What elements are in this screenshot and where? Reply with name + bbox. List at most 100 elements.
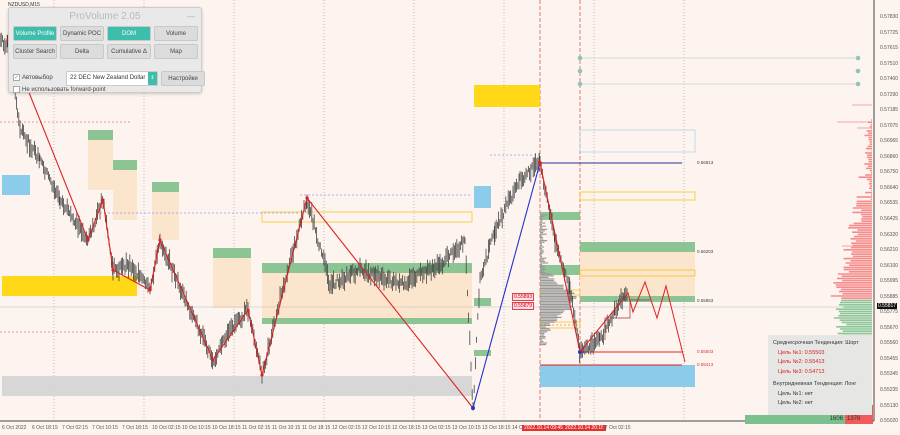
level-zone-top: 0.56203 [697,249,714,254]
zone [580,296,695,302]
symbol-label: NZDUSD,M15 [8,2,40,8]
time-tick: 12 Oct 10:15 [362,425,391,431]
time-tick: 13 Oct 18:15 [482,425,511,431]
intraday-target-1: Цель №1: нет [778,390,813,397]
zigzag-point [158,238,162,242]
price-tick: 0.55995 [880,278,899,285]
time-tick: 6 Oct 2022 [2,425,27,431]
price-tick: 0.55885 [880,293,899,300]
price-tick: 0.57725 [880,29,899,36]
dynamic-poc-button[interactable]: Dynamic POC [60,26,104,41]
zone-outline [579,269,696,277]
price-tick: 0.56425 [880,216,899,223]
forward-point-label: Не использовать forward-point [22,86,106,93]
zone [152,192,179,240]
zone [474,350,491,356]
time-tick: 10 Oct 02:15 [152,425,181,431]
price-tick: 0.57400 [880,76,899,83]
zone [474,298,491,306]
price-candles [0,32,628,411]
cluster-search-button[interactable]: Cluster Search [13,44,57,59]
delta-button[interactable]: Delta [60,44,104,59]
map-button[interactable]: Map [154,44,198,59]
time-tick: 14 Oct [512,425,527,431]
time-tick: 7 Oct 18:15 [122,425,148,431]
marker-dot [855,68,861,74]
impulse-line-down [539,162,581,353]
trend-info-box: Среднесрочная Тенденция: Шорт Цель №1: 0… [768,335,872,415]
level-high: 0.56813 [697,160,714,165]
zone [540,212,580,220]
level-target1: 0.55503 [697,349,714,354]
time-tick: 11 Oct 18:15 [302,425,331,431]
mid-target-2: Цель №2: 0.55413 [778,359,825,365]
checkbox-empty-icon [13,86,20,93]
zone [262,263,472,273]
price-tick: 0.57615 [880,45,899,52]
dom-button[interactable]: DOM [107,26,151,41]
time-tick: 10 Oct 18:15 [212,425,241,431]
time-tick: 10 Oct 10:15 [182,425,211,431]
price-tick: 0.55345 [880,371,899,378]
price-tick: 0.56210 [880,247,899,254]
zone [88,140,113,190]
price-tick: 0.55670 [880,324,899,331]
settings-button[interactable]: Настройки [161,71,205,86]
zigzag-point [471,406,475,410]
cumulative-delta-button[interactable]: Cumulative Δ [107,44,151,59]
zigzag-point [538,161,542,165]
panel-title: ProVolume 2.05 [69,11,141,22]
instrument-select[interactable]: 22 DEC New Zealand Dollar ⇕ [66,71,158,86]
price-tick: 0.57510 [880,60,899,67]
price-tick: 0.56750 [880,169,899,176]
chevron-updown-icon[interactable]: ⇕ [148,72,157,85]
time-tick: 7 Oct 10:15 [92,425,118,431]
time-tick: 6 Oct 18:15 [32,425,58,431]
zone [2,376,472,396]
time-tick: 2022.10.14 20:15 [563,425,606,431]
price-tick: 0.57290 [880,91,899,98]
price-tick: 0.57075 [880,122,899,129]
zone [580,252,695,297]
zone [213,248,251,258]
provolume-panel: ProVolume 2.05 — Volume Profile Dynamic … [8,7,205,93]
time-tick: 12 Oct 18:15 [392,425,421,431]
auto-select-checkbox[interactable]: ✓ Автовыбор [13,74,53,81]
price-tick: 0.57830 [880,14,899,20]
zone [113,170,137,220]
volume-profile-button[interactable]: Volume Profile [13,26,57,41]
price-tick: 0.55560 [880,340,899,347]
zone [262,318,472,324]
price-tick: 0.55455 [880,355,899,362]
price-tick: 0.56535 [880,200,899,207]
time-tick: 7 Oct 02:15 [62,425,88,431]
time-tick: 12 Oct 02:15 [332,425,361,431]
level-target2: 0.55413 [697,362,714,367]
price-tick: 0.56640 [880,184,899,191]
time-tick: 11 Oct 02:15 [242,425,271,431]
zone-outline [579,191,696,201]
zigzag-point [305,196,309,200]
price-tick: 0.55130 [880,402,899,409]
zone-outline [579,129,696,153]
mid-target-3: Цель №3: 0.54713 [778,368,825,375]
zone [540,365,695,387]
price-tick: 0.55775 [880,309,899,316]
price-tick: 0.56320 [880,231,899,238]
price-tick: 0.56860 [880,153,899,160]
current-price-label: 0.55817 [877,303,898,309]
price-tick: 0.57185 [880,107,899,114]
volume-button[interactable]: Volume [154,26,198,41]
instrument-value: 22 DEC New Zealand Dollar [70,75,146,81]
time-tick: 13 Oct 02:15 [422,425,451,431]
intraday-trend: Внутридневная Тенденция: Лонг [773,381,857,387]
forecast-path [579,280,686,363]
minimize-button[interactable]: — [187,12,195,21]
forward-point-checkbox[interactable]: Не использовать forward-point [13,86,106,93]
zigzag-point [246,308,250,312]
price-tick: 0.56965 [880,138,899,145]
zigzag-point [260,373,264,377]
intraday-target-2: Цель №2: нет [778,400,813,406]
zigzag-point [211,358,215,362]
mid-trend: Среднесрочная Тенденция: Шорт [773,340,859,346]
